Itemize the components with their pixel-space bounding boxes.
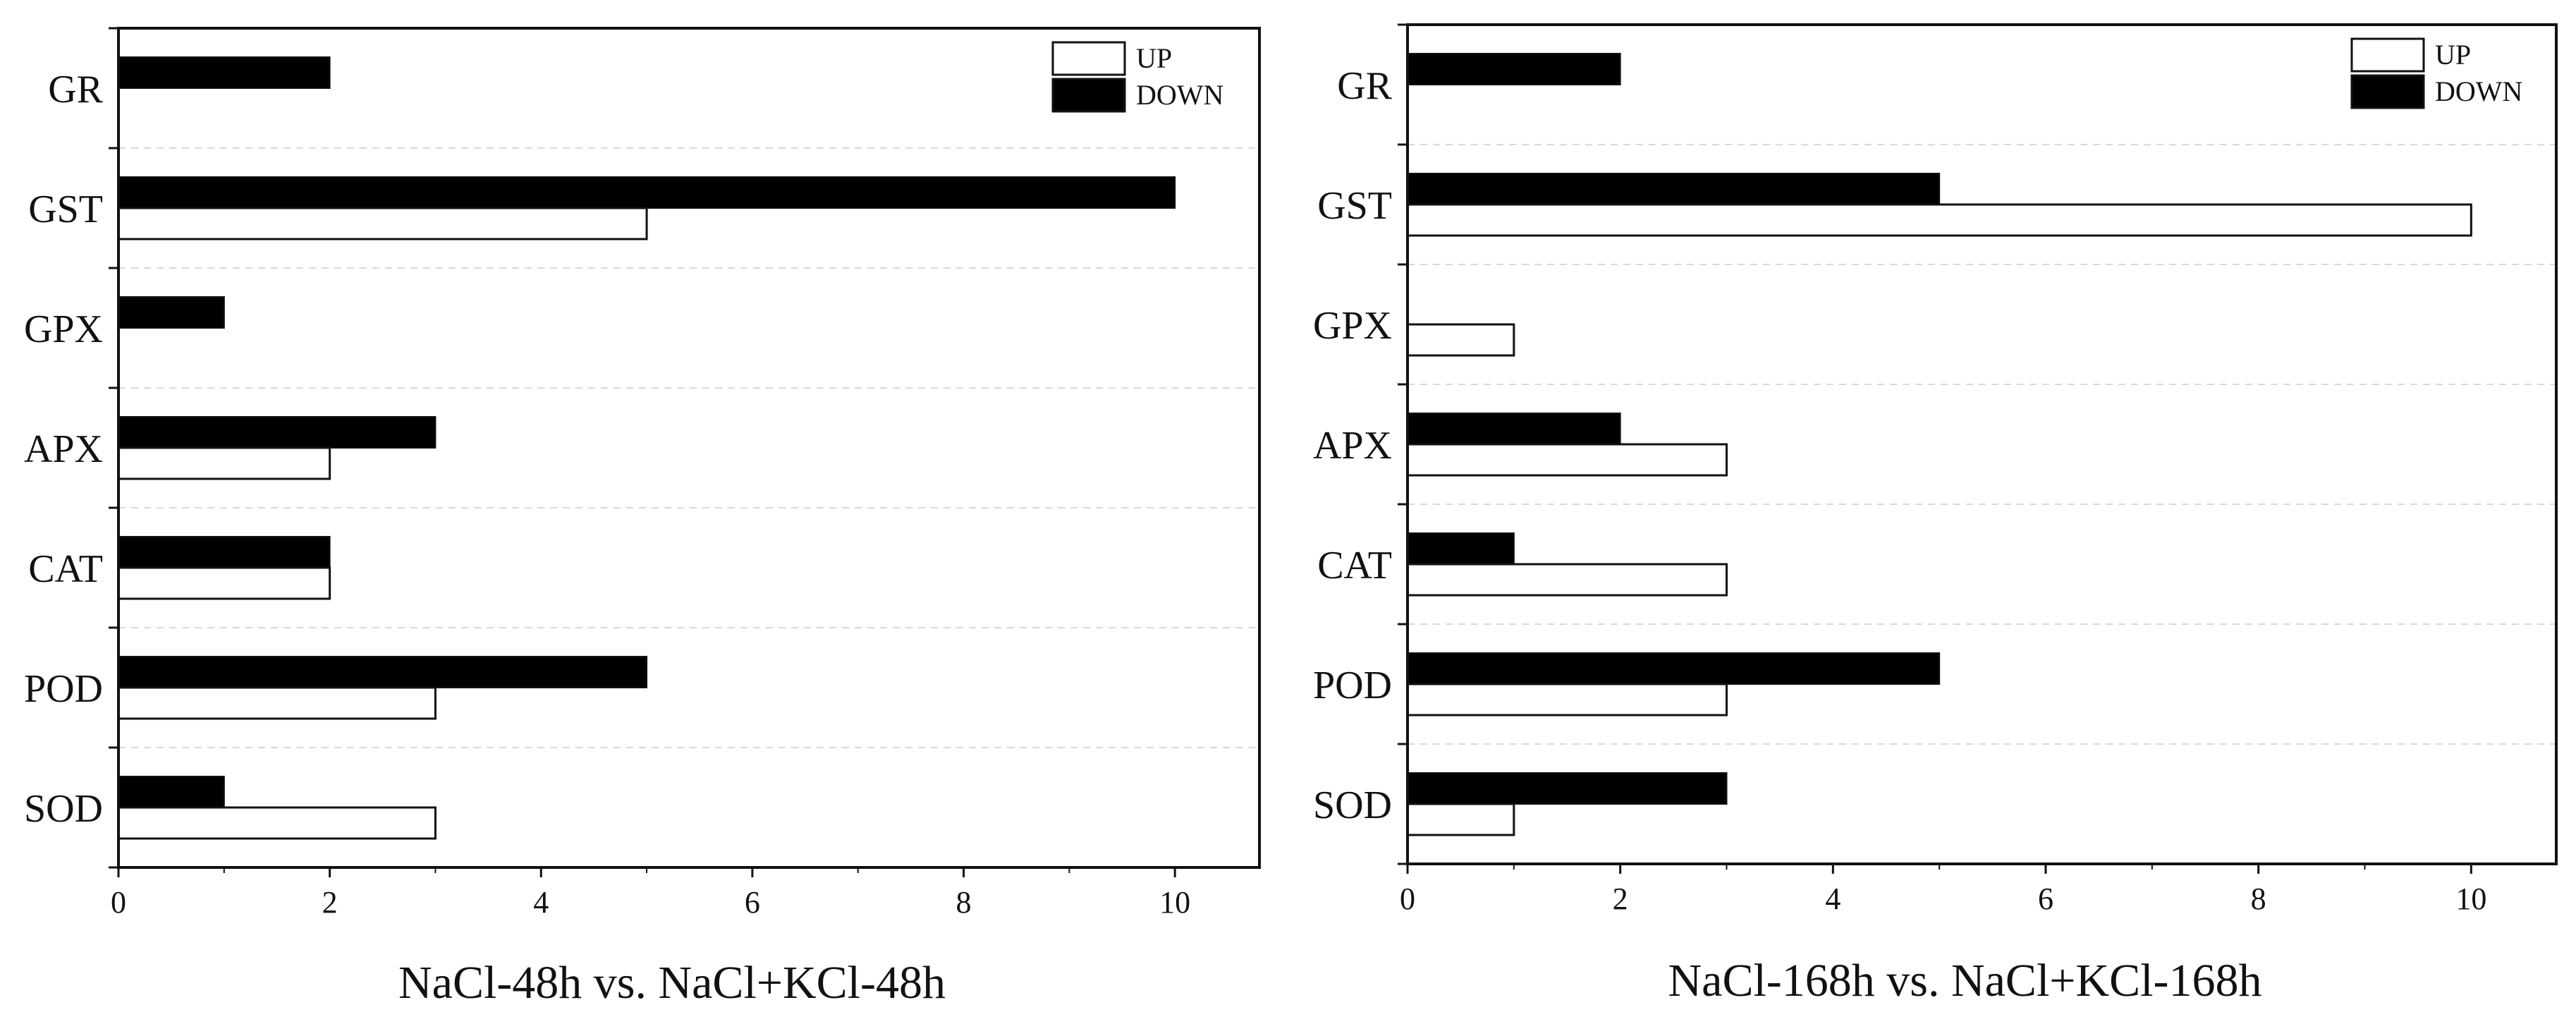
category-label: GST	[1317, 184, 1392, 228]
x-tick-label: 2	[1613, 882, 1628, 916]
legend-swatch-up	[2350, 37, 2425, 73]
bar-down-apx	[118, 416, 437, 449]
chart-panel-2: GR GST GPX APX CAT POD SOD 0 2 4 6 8 10 NaCl-168h vs.…	[1313, 23, 2558, 1006]
x-tick-label: 8	[2251, 882, 2266, 916]
category-label: CAT	[28, 547, 103, 591]
bar-down-gr	[1407, 53, 1621, 85]
x-tick-label: 8	[956, 885, 972, 920]
bar-down-cat	[1407, 532, 1515, 565]
legend-swatch-down	[1051, 78, 1126, 113]
bar-down-gpx	[118, 296, 225, 329]
bar-up-gst	[1406, 203, 2472, 237]
category-label: GPX	[1313, 304, 1392, 348]
category-label: POD	[24, 667, 103, 711]
bar-up-sod	[1406, 803, 1515, 836]
bar-down-sod	[1407, 772, 1728, 805]
bar-down-pod	[1407, 652, 1941, 685]
bar-down-gr	[118, 56, 331, 89]
legend-label-up: UP	[1136, 42, 1172, 74]
bar-up-cat	[1406, 563, 1728, 597]
bar-up-cat	[117, 566, 331, 600]
category-label: APX	[1313, 424, 1392, 468]
plot-frame	[117, 27, 1261, 869]
plot-frame	[1406, 23, 2558, 865]
bar-up-gpx	[1406, 323, 1515, 357]
bar-down-apx	[1407, 413, 1621, 445]
chart-panel-1: GR GST GPX APX CAT POD SOD 0 2 4 6 8 10 NaCl-48h vs. …	[24, 27, 1261, 1008]
x-tick-label: 6	[2038, 882, 2053, 916]
bar-up-apx	[117, 446, 331, 480]
category-label: APX	[24, 427, 103, 471]
x-tick-label: 0	[111, 885, 126, 920]
legend-swatch-up	[1051, 41, 1126, 76]
category-label: SOD	[24, 787, 103, 831]
x-tick-label: 4	[533, 885, 549, 920]
x-axis-label: NaCl-168h vs. NaCl+KCl-168h	[1668, 955, 2261, 1006]
x-tick-label: 2	[322, 885, 338, 920]
x-tick-label: 0	[1400, 882, 1415, 916]
x-tick-label: 10	[2455, 882, 2486, 916]
category-label: SOD	[1313, 784, 1392, 827]
bar-down-gst	[118, 176, 1176, 209]
x-tick-label: 10	[1159, 885, 1190, 920]
x-tick-label: 4	[1825, 882, 1841, 916]
bar-up-pod	[1406, 683, 1728, 717]
category-label: CAT	[1317, 544, 1392, 587]
category-label: GR	[1337, 64, 1392, 108]
legend-label-up: UP	[2435, 39, 2471, 71]
legend-swatch-down	[2350, 74, 2425, 109]
legend: UP DOWN	[2350, 37, 2522, 109]
bar-up-sod	[117, 806, 437, 840]
category-label: GPX	[24, 307, 103, 351]
category-label: GR	[48, 68, 103, 111]
legend: UP DOWN	[1051, 41, 1223, 113]
x-axis-label: NaCl-48h vs. NaCl+KCl-48h	[398, 957, 946, 1008]
bar-down-sod	[118, 776, 225, 808]
bar-up-pod	[117, 686, 437, 720]
bar-down-pod	[118, 656, 648, 688]
bar-down-cat	[118, 536, 331, 568]
category-label: GST	[28, 188, 103, 231]
bar-up-apx	[1406, 443, 1728, 477]
bar-up-gst	[117, 207, 648, 240]
x-tick-label: 6	[745, 885, 760, 920]
category-label: POD	[1313, 664, 1392, 707]
bar-down-gst	[1407, 173, 1941, 205]
legend-label-down: DOWN	[2435, 75, 2522, 107]
legend-label-down: DOWN	[1136, 79, 1223, 111]
